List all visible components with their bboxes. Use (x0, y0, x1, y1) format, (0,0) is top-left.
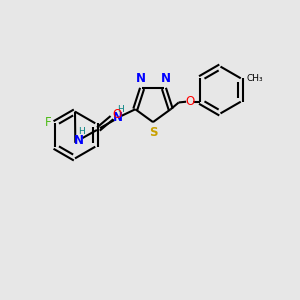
Text: CH₃: CH₃ (246, 74, 263, 83)
Text: H: H (79, 127, 85, 136)
Text: F: F (45, 116, 51, 129)
Text: O: O (112, 107, 121, 121)
Text: N: N (113, 111, 123, 124)
Text: N: N (136, 72, 146, 85)
Text: H: H (118, 105, 124, 114)
Text: O: O (185, 95, 194, 108)
Text: S: S (149, 126, 157, 139)
Text: N: N (74, 134, 84, 147)
Text: N: N (160, 72, 170, 85)
